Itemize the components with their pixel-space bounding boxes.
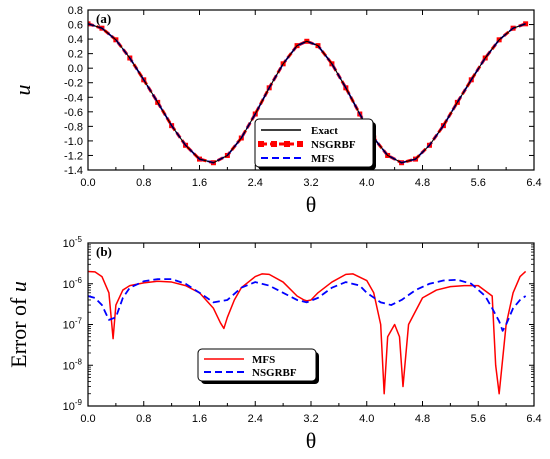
legend-label-nsgrbf: NSGRBF xyxy=(252,367,297,379)
y-tick-label: -1.2 xyxy=(64,150,83,162)
legend-marker-nsgrbf xyxy=(284,141,290,147)
panel-a: 0.0 0.8 1.6 2.4 3.2 4.0 4.8 5.6 6.4 0.8 0.6 0.4 0.2 0… xyxy=(10,5,542,217)
legend-label-mfs: MFS xyxy=(252,354,275,366)
x-tick-label: 6.4 xyxy=(526,177,541,189)
legend-label-exact: Exact xyxy=(311,125,338,137)
panel-b: 0.0 0.8 1.6 2.4 3.2 4.0 4.8 5.6 6.4 10-5 10-6 10-7 1… xyxy=(6,235,542,453)
x-tick-label: 4.8 xyxy=(415,413,430,425)
legend-marker-nsgrbf xyxy=(271,141,277,147)
y-tick-label: 10-7 xyxy=(63,317,83,332)
x-tick-label: 6.4 xyxy=(526,413,541,425)
y-tick-label: 10-9 xyxy=(63,398,83,413)
y-axis-title: Error of u xyxy=(6,281,31,368)
y-tick-label: -1.4 xyxy=(64,165,83,177)
y-tick-label: 0.6 xyxy=(68,20,83,32)
y-axis-title: u xyxy=(10,85,35,96)
plot-frame xyxy=(87,242,535,407)
series-line-nsgrbf xyxy=(88,278,527,332)
y-tick-label: -0.8 xyxy=(64,121,83,133)
y-tick-label: 0.8 xyxy=(68,5,83,17)
y-tick-label: -1.0 xyxy=(64,136,83,148)
x-tick-label: 5.6 xyxy=(471,177,486,189)
x-axis-title: θ xyxy=(306,192,317,217)
legend-label-mfs: MFS xyxy=(311,153,334,165)
y-tick-label: 10-5 xyxy=(63,235,83,250)
x-tick-label: 5.6 xyxy=(471,413,486,425)
x-tick-label: 4.0 xyxy=(359,413,374,425)
x-tick-label: 2.4 xyxy=(248,177,263,189)
y-tick-label: -0.6 xyxy=(64,107,83,119)
y-tick-label: 0.4 xyxy=(68,34,83,46)
series-line-exact xyxy=(88,23,526,164)
x-tick-label: 1.6 xyxy=(192,177,207,189)
y-tick-label: 10-6 xyxy=(63,276,83,291)
x-tick-label: 3.2 xyxy=(303,177,318,189)
panel-label: (b) xyxy=(96,244,112,259)
y-tick-label: 0.0 xyxy=(68,63,83,75)
x-tick-label: 0.8 xyxy=(136,177,151,189)
y-tick-label: -0.2 xyxy=(64,78,83,90)
y-tick-label: 0.2 xyxy=(68,49,83,61)
legend-marker-nsgrbf xyxy=(258,141,264,147)
x-tick-label: 1.6 xyxy=(192,413,207,425)
x-axis-title: θ xyxy=(306,428,317,453)
series-line-mfs xyxy=(88,270,527,395)
x-tick-label: 3.2 xyxy=(303,413,318,425)
y-tick-label: 10-8 xyxy=(63,357,83,372)
legend: Exact NSGRBF MFS xyxy=(254,118,376,170)
series-group xyxy=(88,21,529,166)
y-tick-label: -0.4 xyxy=(64,92,83,104)
x-tick-label: 0.8 xyxy=(136,413,151,425)
legend-label-nsgrbf: NSGRBF xyxy=(311,139,356,151)
x-tick-label: 0.0 xyxy=(80,413,95,425)
x-tick-label: 4.0 xyxy=(359,177,374,189)
x-tick-label: 2.4 xyxy=(248,413,263,425)
series-group xyxy=(88,270,527,395)
x-tick-label: 0.0 xyxy=(80,177,95,189)
panel-label: (a) xyxy=(96,11,111,26)
legend-marker-nsgrbf xyxy=(297,141,303,147)
legend-box xyxy=(254,118,374,168)
x-tick-label: 4.8 xyxy=(415,177,430,189)
